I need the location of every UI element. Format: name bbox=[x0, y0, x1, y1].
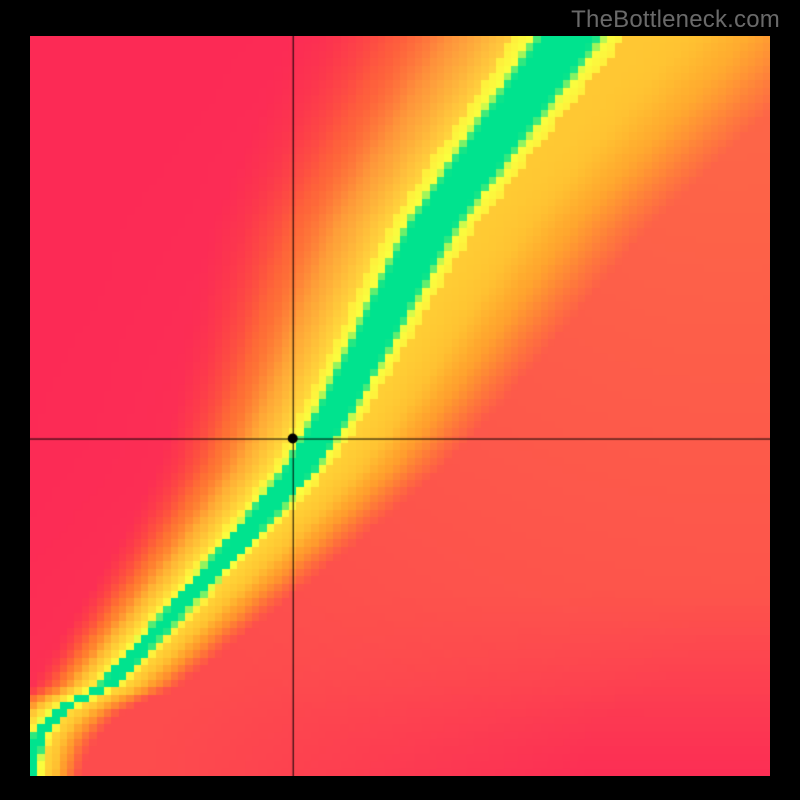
watermark-text: TheBottleneck.com bbox=[571, 6, 780, 34]
crosshair-overlay bbox=[30, 36, 770, 776]
chart-container: TheBottleneck.com bbox=[0, 0, 800, 800]
